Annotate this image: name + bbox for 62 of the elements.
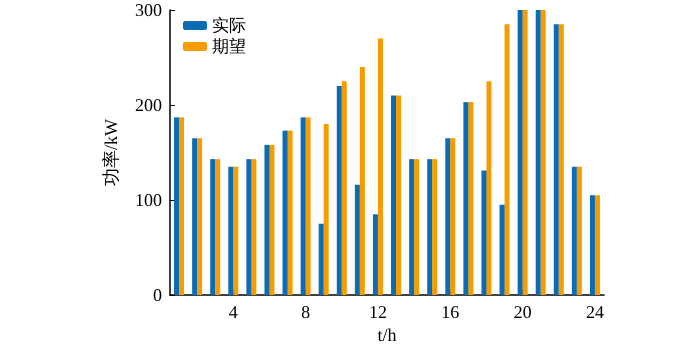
bar	[396, 96, 402, 295]
bar	[251, 159, 256, 295]
bar	[504, 24, 510, 295]
bar	[572, 166, 577, 295]
bar	[463, 102, 468, 295]
bar	[228, 166, 234, 295]
bar	[481, 170, 486, 295]
bar	[468, 102, 474, 295]
bar	[342, 81, 347, 295]
bar	[450, 138, 456, 295]
bar	[558, 24, 564, 295]
bar	[354, 184, 360, 295]
bar	[391, 96, 396, 295]
bar	[500, 204, 505, 295]
bar	[269, 144, 274, 295]
x-tick-label: 4	[228, 302, 238, 322]
bar	[264, 144, 270, 295]
bar	[522, 10, 528, 295]
bar	[306, 117, 311, 295]
legend-label: 实际	[212, 16, 246, 35]
bar	[432, 159, 438, 295]
bar	[445, 138, 450, 295]
legend-label: 期望	[212, 37, 246, 56]
bar	[179, 117, 184, 295]
bar	[360, 67, 365, 295]
bar	[192, 138, 198, 295]
bar	[372, 214, 378, 295]
bar	[576, 166, 582, 295]
bar	[540, 10, 546, 295]
bar	[215, 159, 220, 295]
y-tick-label: 0	[153, 285, 162, 305]
y-tick-label: 100	[135, 190, 162, 210]
y-axis-title: 功率/kW	[101, 119, 121, 186]
bar	[174, 117, 180, 295]
bar	[246, 159, 252, 295]
bar	[324, 124, 329, 295]
bar	[300, 117, 306, 295]
bar	[197, 138, 202, 295]
x-tick-label: 24	[586, 302, 604, 322]
x-tick-label: 20	[514, 302, 532, 322]
bar	[554, 24, 559, 295]
bar	[336, 86, 342, 295]
bar	[318, 224, 324, 295]
bar	[536, 10, 541, 295]
bar	[210, 159, 216, 295]
bar	[414, 159, 420, 295]
bar	[233, 166, 238, 295]
bar	[282, 130, 288, 295]
x-tick-label: 16	[441, 302, 460, 322]
x-tick-label: 8	[301, 302, 310, 322]
y-tick-label: 200	[135, 95, 162, 115]
bar	[518, 10, 523, 295]
y-tick-label: 300	[135, 0, 162, 20]
bar	[409, 159, 414, 295]
bar	[378, 38, 383, 295]
bar	[288, 130, 293, 295]
x-tick-label: 12	[368, 302, 387, 322]
bar	[590, 195, 595, 295]
bar	[594, 195, 600, 295]
bar	[427, 159, 432, 295]
x-axis-title: t/h	[377, 324, 397, 345]
bar	[486, 81, 492, 295]
